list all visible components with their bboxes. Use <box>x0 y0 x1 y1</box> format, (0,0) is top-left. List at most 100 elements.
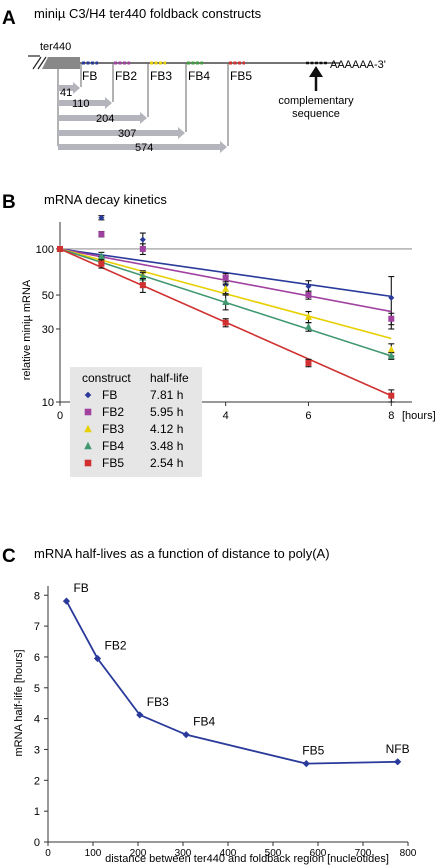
legend-halflife-FB4: 3.48 h <box>150 439 183 453</box>
panel-c-ytick-label-3: 3 <box>34 744 40 756</box>
distance-label-110: 110 <box>72 98 90 110</box>
fb-label-FB: FB <box>82 69 97 83</box>
legend-name-FB4: FB4 <box>102 439 124 453</box>
point-FB-8 <box>388 294 395 301</box>
point-FB-2 <box>139 236 146 243</box>
panel-b-xtick-label-8: 8 <box>388 410 394 422</box>
series-FB <box>57 214 395 330</box>
point-FB2-1 <box>98 231 105 238</box>
point-FB2 <box>93 654 102 663</box>
distance-arrow-307 <box>58 127 185 139</box>
point-label-FB3: FB3 <box>147 695 169 709</box>
comp-label-2: sequence <box>292 108 340 120</box>
panel-b-title: mRNA decay kinetics <box>44 192 167 207</box>
fb-label-FB2: FB2 <box>115 69 137 83</box>
panel-c-ytick-label-5: 5 <box>34 683 40 695</box>
series-FB5 <box>57 245 395 403</box>
point-FB5-6 <box>305 359 312 366</box>
panel-c-xtick-label-300: 300 <box>175 848 192 859</box>
panel-b-plot <box>56 214 395 403</box>
ter-label: ter440 <box>40 41 71 53</box>
panel-c-xtick-label-500: 500 <box>265 848 282 859</box>
fb-label-FB4: FB4 <box>188 69 210 83</box>
legend-halflife-FB5: 2.54 h <box>150 456 183 470</box>
panel-c-ytick-label-1: 1 <box>34 806 40 818</box>
point-FB5 <box>302 760 310 768</box>
panel-a: A miniµ C3/H4 ter440 foldback constructs… <box>2 6 386 154</box>
panel-c-xtick-label-200: 200 <box>130 848 147 859</box>
panel-c-xtick-label-400: 400 <box>220 848 237 859</box>
point-label-FB2: FB2 <box>105 638 127 652</box>
point-NFB <box>394 758 402 766</box>
point-FB4 <box>182 731 190 739</box>
panel-b-xtick-label-4: 4 <box>223 410 229 422</box>
point-FB3-4 <box>222 284 230 292</box>
point-FB2-8 <box>388 315 395 322</box>
break-slash-2 <box>37 56 47 70</box>
panel-c: C mRNA half-lives as a function of dista… <box>2 546 417 865</box>
legend-name-FB: FB <box>102 388 117 402</box>
distance-arrow-110 <box>58 97 112 109</box>
point-FB3 <box>136 711 144 719</box>
legend-box <box>70 367 202 477</box>
legend-halflife-FB3: 4.12 h <box>150 422 183 436</box>
point-label-FB: FB <box>73 581 88 595</box>
comp-label-1: complementary <box>278 95 354 107</box>
distance-arrow-41 <box>58 82 80 94</box>
point-FB3-8 <box>387 345 395 353</box>
panel-c-ytick-label-7: 7 <box>34 621 40 633</box>
panel-a-letter: A <box>2 8 16 29</box>
panel-b-ylabel: relative miniµ mRNA <box>21 279 33 380</box>
legend-name-FB5: FB5 <box>102 456 124 470</box>
point-FB2-4 <box>222 274 229 281</box>
ter440-box <box>42 57 80 69</box>
distance-arrow-204 <box>58 112 147 124</box>
point-FB2-2 <box>139 245 146 252</box>
point-FB2-6 <box>305 292 312 299</box>
panel-c-xtick-label-600: 600 <box>310 848 327 859</box>
distance-arrow-574 <box>58 141 227 153</box>
point-FB3-6 <box>304 312 312 320</box>
point-FB4-4 <box>222 298 230 306</box>
legend-halflife-FB2: 5.95 h <box>150 405 183 419</box>
point-FB5-1 <box>98 260 105 267</box>
legend-marker-FB <box>84 391 92 399</box>
point-FB4-6 <box>304 322 312 330</box>
point-label-FB4: FB4 <box>193 715 215 729</box>
panel-c-ytick-label-8: 8 <box>34 590 40 602</box>
point-label-FB5: FB5 <box>302 744 324 758</box>
series-FB3 <box>56 244 395 357</box>
panel-c-ytick-label-0: 0 <box>34 837 40 849</box>
point-FB <box>62 597 71 605</box>
panel-c-xtick-label-700: 700 <box>355 848 372 859</box>
panel-b-xlabel: [hours] <box>402 410 436 422</box>
legend-name-FB3: FB3 <box>102 422 124 436</box>
legend-header-construct: construct <box>82 371 131 385</box>
legend-marker-FB2 <box>84 408 92 416</box>
panel-b: B mRNA decay kinetics relative miniµ mRN… <box>2 192 436 477</box>
distance-label-41: 41 <box>60 87 72 99</box>
point-FB5-2 <box>139 282 146 289</box>
panel-b-legend: construct half-life FB 7.81 h FB2 5.95 h FB3… <box>70 367 202 477</box>
series-FB2 <box>57 230 395 326</box>
panel-c-letter: C <box>2 546 16 567</box>
panel-c-ytick-label-2: 2 <box>34 775 40 787</box>
panel-c-xlabel: distance between ter440 and foldback reg… <box>105 853 389 865</box>
panel-c-xtick-label-0: 0 <box>45 848 51 859</box>
half-life-curve <box>65 600 398 765</box>
distance-label-204: 204 <box>96 113 114 125</box>
polya-tail-label: AAAAAA-3' <box>330 59 386 71</box>
point-FB-1 <box>98 214 105 221</box>
panel-b-xtick-label-6: 6 <box>305 410 311 422</box>
legend-header-half-life: half-life <box>150 371 189 385</box>
panel-a-title: miniµ C3/H4 ter440 foldback constructs <box>34 6 262 21</box>
point-FB-6 <box>305 283 312 290</box>
point-FB4-8 <box>387 351 395 359</box>
panel-c-xtick-label-800: 800 <box>400 848 417 859</box>
panel-c-ytick-label-6: 6 <box>34 652 40 664</box>
legend-halflife-FB: 7.81 h <box>150 388 183 402</box>
fit-line-FB <box>59 248 392 298</box>
panel-b-ytick-label-10: 10 <box>42 397 54 409</box>
break-slash-1 <box>32 56 42 70</box>
